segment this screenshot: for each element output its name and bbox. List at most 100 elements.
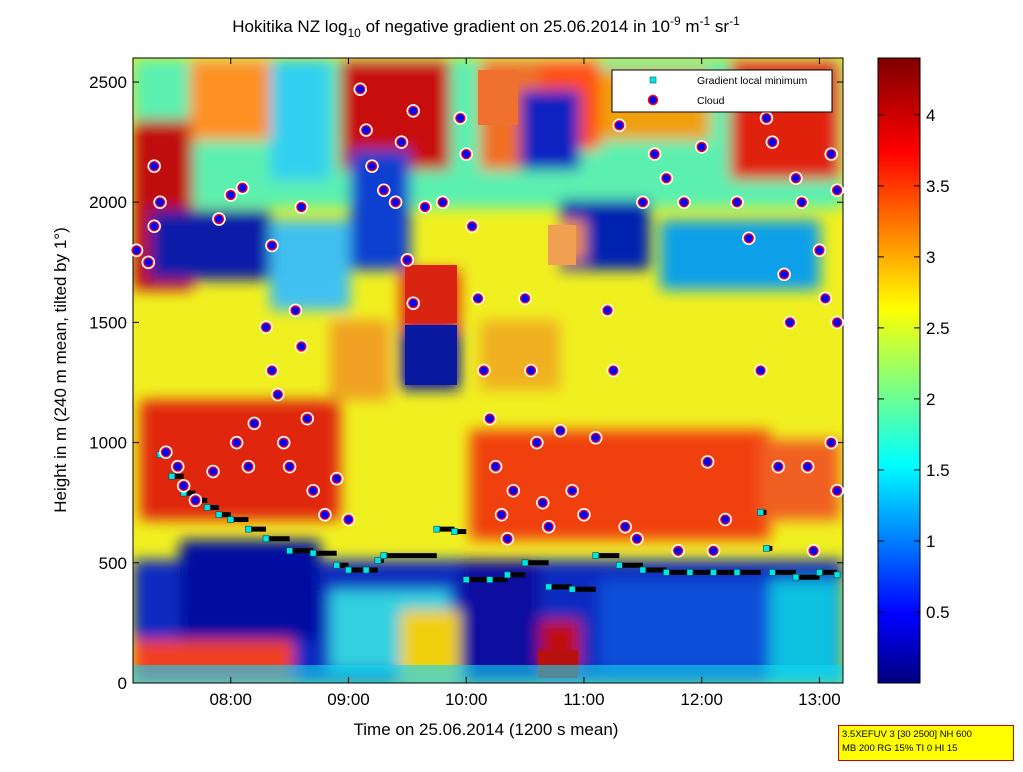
cloud-point (831, 485, 843, 496)
gradient-minimum-point (333, 561, 340, 569)
cloud-point (178, 480, 189, 492)
gradient-minimum-point (245, 525, 252, 533)
gradient-minimum-point (451, 528, 458, 535)
gradient-minimum-point (686, 569, 694, 576)
gradient-minimum-series (156, 451, 841, 593)
cloud-point (831, 317, 843, 328)
cloud-point (555, 425, 566, 436)
y-tick-label: 500 (99, 554, 127, 573)
colorbar-ticks: 0.5 1 1.5 2 2.5 3 3.5 4 (878, 106, 950, 622)
cloud-point (260, 322, 272, 333)
cloud-point (396, 136, 407, 148)
cloud-point (649, 149, 660, 160)
cloud-point (796, 197, 807, 208)
cloud-point (249, 418, 260, 429)
x-tick-label: 12:00 (680, 690, 723, 709)
cloud-point (820, 293, 831, 304)
colorbar-tick-label: 1.5 (926, 461, 950, 480)
cloud-point (296, 341, 307, 352)
cloud-point (419, 201, 431, 213)
cloud-point (602, 305, 613, 316)
cloud-point (478, 365, 490, 376)
cloud-point (143, 257, 154, 268)
cloud-point (190, 495, 201, 506)
gradient-minimum-point (639, 566, 647, 574)
gradient-minimum-point (262, 535, 270, 543)
cloud-point (720, 514, 731, 525)
legend-entry-cloud: Cloud (697, 95, 725, 107)
cloud-point (272, 389, 283, 400)
gradient-minimum-point (362, 566, 370, 574)
cloud-point (490, 461, 501, 472)
chart-title: Hokitika NZ log10 of negative gradient o… (232, 14, 740, 40)
gradient-minimum-point (504, 571, 511, 579)
cloud-point (637, 197, 648, 208)
cloud-series (129, 82, 844, 558)
colorbar-tick-label: 3 (926, 248, 935, 267)
cloud-point (484, 413, 495, 424)
x-tick-label: 08:00 (209, 690, 252, 709)
cloud-point (355, 84, 366, 95)
colorbar (877, 57, 921, 684)
cloud-point (231, 437, 242, 448)
gradient-minimum-point (763, 545, 770, 552)
cloud-point (378, 185, 389, 196)
colorbar-tick-label: 2 (926, 390, 935, 409)
cloud-point (390, 197, 401, 208)
settings-line-1: 3.5XEFUV 3 [30 2500] NH 600 (842, 729, 972, 740)
cloud-point (243, 461, 254, 472)
cloud-point (437, 197, 448, 208)
cloud-point (831, 185, 843, 196)
x-tick-label: 10:00 (445, 690, 488, 709)
gradient-minimum-point (380, 552, 388, 559)
legend-marker-square (649, 76, 657, 84)
cloud-point (461, 149, 472, 160)
cloud-point (761, 112, 772, 124)
colorbar-tick-label: 2.5 (926, 319, 950, 338)
cloud-point (213, 213, 225, 225)
cloud-point (172, 461, 183, 472)
settings-info-box: 3.5XEFUV 3 [30 2500] NH 600 MB 200 RG 15… (838, 725, 1014, 761)
cloud-point (149, 221, 160, 232)
gradient-minimum-point (568, 585, 576, 593)
gradient-minimum-point (757, 509, 764, 516)
gradient-minimum-point (615, 561, 623, 569)
cloud-point (149, 161, 160, 172)
y-tick-label: 1000 (89, 434, 127, 453)
gradient-minimum-point (710, 569, 717, 576)
cloud-point (661, 173, 672, 184)
gradient-minimum-point (663, 569, 670, 576)
legend: Gradient local minimum Cloud (611, 69, 833, 113)
x-tick-label: 09:00 (327, 690, 370, 709)
colorbar-tick-label: 1 (926, 532, 935, 551)
cloud-point (567, 485, 578, 496)
gradient-minimum-point (286, 547, 293, 555)
cloud-point (531, 437, 543, 448)
cloud-point (537, 497, 548, 508)
gradient-minimum-point (792, 573, 800, 581)
gradient-minimum-point (227, 516, 235, 523)
cloud-point (755, 365, 766, 376)
cloud-point (731, 197, 743, 208)
settings-line-2: MB 200 RG 15% TI 0 HI 15 (842, 743, 958, 754)
cloud-point (778, 269, 790, 280)
gradient-minimum-point (521, 559, 529, 567)
gradient-minimum-point (816, 569, 823, 576)
x-axis-label: Time on 25.06.2014 (1200 s mean) (354, 720, 619, 739)
colorbar-tick-label: 4 (926, 106, 935, 125)
cloud-point (472, 293, 484, 304)
gradient-minimum-point (733, 569, 741, 576)
cloud-point (784, 317, 796, 328)
cloud-point (826, 149, 837, 160)
cloud-point (225, 189, 236, 201)
cloud-point (808, 545, 819, 556)
gradient-minimum-point (833, 571, 841, 579)
x-tick-label: 13:00 (798, 690, 841, 709)
y-axis: 0 500 1000 1500 2000 2500 (89, 73, 843, 693)
cloud-point (608, 365, 619, 376)
cloud-point (302, 413, 313, 424)
cloud-point (543, 521, 554, 532)
gradient-minimum-point (309, 549, 317, 557)
